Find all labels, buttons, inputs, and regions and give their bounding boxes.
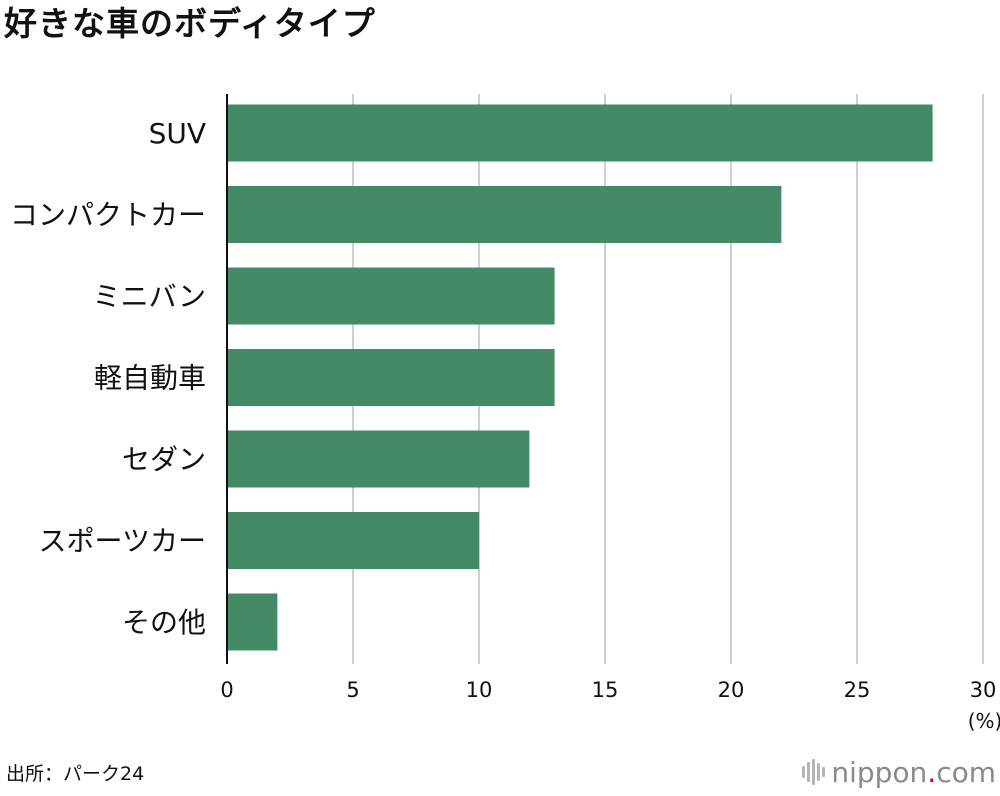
x-tick-label: 10 xyxy=(466,678,493,702)
x-tick-label: 15 xyxy=(592,678,619,702)
x-tick-label: 0 xyxy=(220,678,233,702)
logo-suffix: com xyxy=(936,755,996,789)
category-label: その他 xyxy=(122,606,206,639)
bar xyxy=(227,512,479,569)
bar xyxy=(227,104,933,162)
category-label: コンパクトカー xyxy=(10,199,206,232)
x-tick-label: 5 xyxy=(346,678,359,702)
bar xyxy=(227,267,555,325)
chart-title: 好きな車のボディタイプ xyxy=(4,4,376,43)
x-unit-label: (%) xyxy=(968,709,1000,733)
category-label: SUV xyxy=(149,117,206,150)
source-note: 出所：パーク24 xyxy=(6,763,145,785)
x-tick-label: 25 xyxy=(844,678,871,702)
category-label: ミニバン xyxy=(93,280,206,313)
bar xyxy=(227,186,782,243)
bar-chart: 0 5 10 15 20 25 30 (%) SUV コンパクトカーミニバン軽自動車セダンスポーツ… xyxy=(10,94,1000,733)
nippon-logo: nippon. com xyxy=(802,754,996,790)
x-tick-label: 30 xyxy=(970,678,997,702)
category-label: 軽自動車 xyxy=(94,362,206,395)
category-label: セダン xyxy=(122,443,206,476)
bar xyxy=(227,430,530,488)
bar xyxy=(227,593,278,651)
logo-name: nippon xyxy=(831,755,928,789)
logo-dot: . xyxy=(927,755,937,789)
soundwave-icon xyxy=(802,759,826,785)
bar xyxy=(227,349,555,406)
category-label: スポーツカー xyxy=(39,525,206,558)
x-tick-label: 20 xyxy=(718,678,745,702)
